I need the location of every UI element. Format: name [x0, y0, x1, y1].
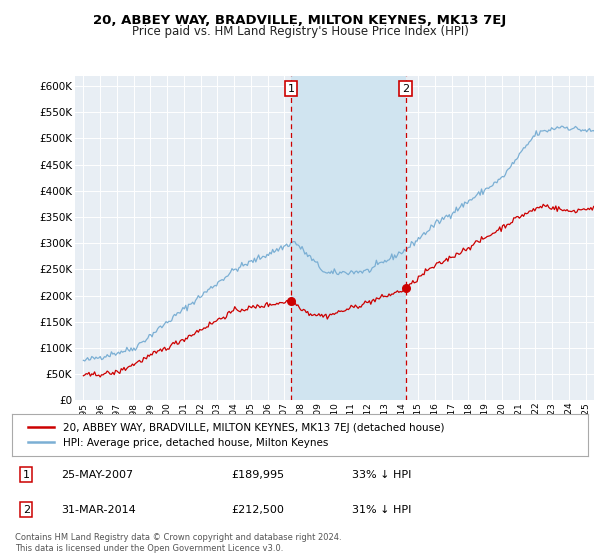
Text: 33% ↓ HPI: 33% ↓ HPI	[352, 470, 411, 479]
Text: Price paid vs. HM Land Registry's House Price Index (HPI): Price paid vs. HM Land Registry's House …	[131, 25, 469, 38]
Text: £212,500: £212,500	[231, 505, 284, 515]
Point	[401, 284, 410, 293]
Bar	[291, 76, 406, 400]
Text: Contains HM Land Registry data © Crown copyright and database right 2024.
This d: Contains HM Land Registry data © Crown c…	[15, 533, 341, 553]
Text: 1: 1	[23, 470, 30, 479]
Text: 1: 1	[287, 84, 295, 94]
Point	[286, 296, 296, 305]
Text: 20, ABBEY WAY, BRADVILLE, MILTON KEYNES, MK13 7EJ: 20, ABBEY WAY, BRADVILLE, MILTON KEYNES,…	[94, 14, 506, 27]
Text: £189,995: £189,995	[231, 470, 284, 479]
Text: 2: 2	[23, 505, 30, 515]
Text: 31-MAR-2014: 31-MAR-2014	[61, 505, 136, 515]
Text: 25-MAY-2007: 25-MAY-2007	[61, 470, 133, 479]
Text: 2: 2	[402, 84, 409, 94]
Legend: 20, ABBEY WAY, BRADVILLE, MILTON KEYNES, MK13 7EJ (detached house), HPI: Average: 20, ABBEY WAY, BRADVILLE, MILTON KEYNES,…	[23, 418, 449, 453]
Text: 31% ↓ HPI: 31% ↓ HPI	[352, 505, 411, 515]
